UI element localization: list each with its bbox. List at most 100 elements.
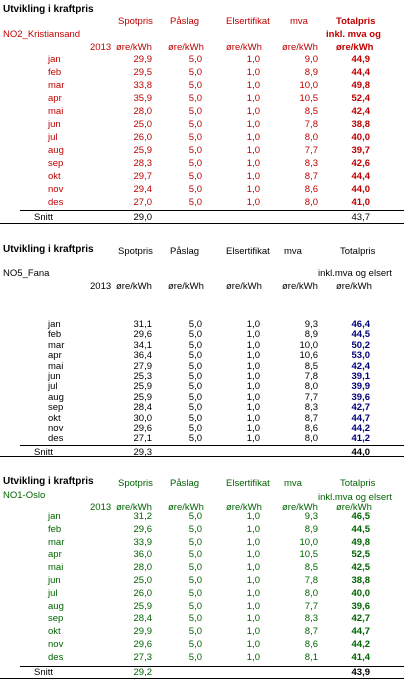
cell-totalpris: 42,5 [351, 562, 371, 574]
cell-totalpris: 44,4 [351, 67, 371, 78]
table-row: apr 36,4 5,0 1,0 10,6 53,0 [0, 351, 413, 361]
avg-total: 43,7 [351, 212, 371, 223]
cell-paslag: 5,0 [188, 511, 202, 522]
table-row: okt 29,7 5,0 1,0 8,7 44,4 [0, 172, 413, 182]
cell-spotpris: 31,2 [133, 511, 153, 522]
cell-mva: 7,8 [304, 371, 318, 382]
cell-elsertifikat: 1,0 [246, 171, 260, 182]
cell-paslag: 5,0 [188, 639, 202, 650]
cell-elsertifikat: 1,0 [246, 106, 260, 117]
cell-spotpris: 26,0 [133, 587, 153, 599]
cell-spotpris: 29,9 [133, 54, 153, 65]
cell-totalpris: 38,8 [351, 575, 371, 586]
cell-month: sep [48, 402, 64, 414]
cell-elsertifikat: 1,0 [246, 433, 260, 445]
bottom-line [0, 456, 404, 457]
cell-month: jul [48, 132, 58, 143]
section-title: Utvikling i kraftpris [3, 476, 94, 487]
cell-month: okt [48, 626, 61, 638]
cell-elsertifikat: 1,0 [246, 371, 260, 382]
cell-spotpris: 25,3 [133, 371, 153, 382]
bottom-line [0, 223, 404, 224]
cell-month: mai [48, 360, 64, 372]
cell-mva: 8,5 [304, 360, 318, 372]
header-mva: mva [284, 478, 302, 489]
cell-mva: 8,7 [304, 171, 318, 182]
header-elsertifikat: Elsertifikat [226, 478, 270, 489]
cell-totalpris: 44,5 [351, 523, 371, 535]
cell-spotpris: 30,0 [133, 412, 153, 424]
cell-paslag: 5,0 [188, 587, 202, 599]
table-row: jul 26,0 5,0 1,0 8,0 40,0 [0, 133, 413, 143]
cell-elsertifikat: 1,0 [246, 184, 260, 195]
avg-label: Snitt [34, 212, 54, 223]
cell-mva: 10,5 [299, 549, 319, 561]
cell-elsertifikat: 1,0 [246, 67, 260, 78]
table-row: jul 26,0 5,0 1,0 8,0 40,0 [0, 587, 413, 599]
table-row: mar 33,9 5,0 1,0 10,0 49,8 [0, 536, 413, 548]
area-name: NO5_Fana [3, 268, 50, 279]
cell-totalpris: 39,7 [351, 145, 371, 156]
table-row: sep 28,3 5,0 1,0 8,3 42,6 [0, 159, 413, 169]
cell-paslag: 5,0 [188, 67, 202, 78]
cell-totalpris: 44,7 [351, 412, 371, 424]
price-table-no1: Utvikling i kraftpris Spotpris Påslag El… [0, 472, 413, 686]
cell-mva: 9,0 [304, 54, 318, 65]
table-row: jun 25,3 5,0 1,0 7,8 39,1 [0, 372, 413, 382]
cell-spotpris: 28,3 [133, 158, 153, 169]
cell-elsertifikat: 1,0 [246, 158, 260, 169]
unit-paslag: øre/kWh [168, 502, 204, 513]
cell-paslag: 5,0 [188, 412, 202, 424]
cell-month: jul [48, 587, 58, 599]
cell-mva: 9,3 [304, 511, 318, 522]
avg-spot: 29,2 [133, 667, 153, 678]
cell-elsertifikat: 1,0 [246, 329, 260, 341]
cell-totalpris: 52,5 [351, 549, 371, 561]
cell-elsertifikat: 1,0 [246, 145, 260, 156]
cell-elsertifikat: 1,0 [246, 381, 260, 393]
cell-mva: 8,6 [304, 423, 318, 434]
cell-totalpris: 41,0 [351, 197, 371, 208]
header-spotpris: Spotpris [118, 478, 153, 489]
cell-mva: 10,6 [299, 350, 319, 362]
header-totalpris-sub: inkl.mva og elsert [318, 268, 392, 279]
cell-spotpris: 27,0 [133, 197, 153, 208]
table-row: nov 29,6 5,0 1,0 8,6 44,2 [0, 640, 413, 650]
cell-elsertifikat: 1,0 [246, 613, 260, 625]
table-row: okt 30,0 5,0 1,0 8,7 44,7 [0, 412, 413, 424]
cell-totalpris: 38,8 [351, 119, 371, 130]
table-row: sep 28,4 5,0 1,0 8,3 42,7 [0, 614, 413, 624]
cell-paslag: 5,0 [188, 80, 202, 91]
cell-paslag: 5,0 [188, 339, 202, 351]
cell-month: apr [48, 350, 62, 362]
cell-month: aug [48, 145, 64, 156]
price-table-no5: Utvikling i kraftpris Spotpris Påslag El… [0, 240, 413, 460]
cell-elsertifikat: 1,0 [246, 536, 260, 548]
cell-paslag: 5,0 [188, 350, 202, 362]
cell-totalpris: 40,0 [351, 587, 371, 599]
table-row: mar 33,8 5,0 1,0 10,0 49,8 [0, 81, 413, 91]
cell-month: feb [48, 523, 62, 535]
table-row: jan 29,9 5,0 1,0 9,0 44,9 [0, 55, 413, 65]
cell-totalpris: 53,0 [351, 350, 371, 362]
cell-totalpris: 39,6 [351, 391, 371, 403]
cell-paslag: 5,0 [188, 93, 202, 104]
cell-spotpris: 33,9 [133, 536, 153, 548]
cell-month: jan [48, 511, 61, 522]
cell-totalpris: 42,4 [351, 106, 371, 117]
unit-total: øre/kWh [336, 502, 372, 513]
cell-month: des [48, 197, 64, 208]
cell-totalpris: 49,8 [351, 80, 371, 91]
cell-paslag: 5,0 [188, 132, 202, 143]
cell-month: okt [48, 412, 61, 424]
unit-paslag: øre/kWh [168, 42, 204, 53]
header-totalpris-sub: inkl. mva og [326, 29, 381, 40]
cell-paslag: 5,0 [188, 402, 202, 414]
cell-totalpris: 44,7 [351, 626, 371, 638]
cell-mva: 8,9 [304, 523, 318, 535]
cell-spotpris: 29,5 [133, 67, 153, 78]
cell-month: jul [48, 381, 58, 393]
cell-spotpris: 27,1 [133, 433, 153, 445]
cell-month: feb [48, 67, 62, 78]
cell-month: des [48, 651, 64, 663]
